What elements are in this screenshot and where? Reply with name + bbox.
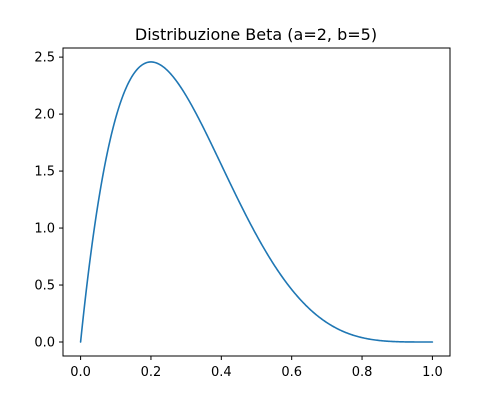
x-tick-label: 0.2 [141,365,162,380]
x-tick-label: 0.8 [352,365,373,380]
plot-area [62,47,451,357]
y-tick-label: 0.0 [34,336,55,351]
chart-title: Distribuzione Beta (a=2, b=5) [135,25,377,44]
series-line-beta-pdf [79,61,434,343]
x-axis: 0.0 0.2 0.4 0.6 0.8 1.0 [70,356,443,380]
x-tick-label: 1.0 [422,365,443,380]
y-axis: 0.0 0.5 1.0 1.5 2.0 2.5 [34,51,63,351]
y-tick-label: 1.5 [34,165,55,180]
y-tick-label: 0.5 [34,279,55,294]
x-tick-label: 0.0 [70,365,91,380]
y-tick-label: 1.0 [34,222,55,237]
x-tick-label: 0.4 [211,365,232,380]
x-tick-label: 0.6 [281,365,302,380]
y-tick-label: 2.5 [34,51,55,66]
axes-frame [62,47,451,357]
y-tick-label: 2.0 [34,108,55,123]
